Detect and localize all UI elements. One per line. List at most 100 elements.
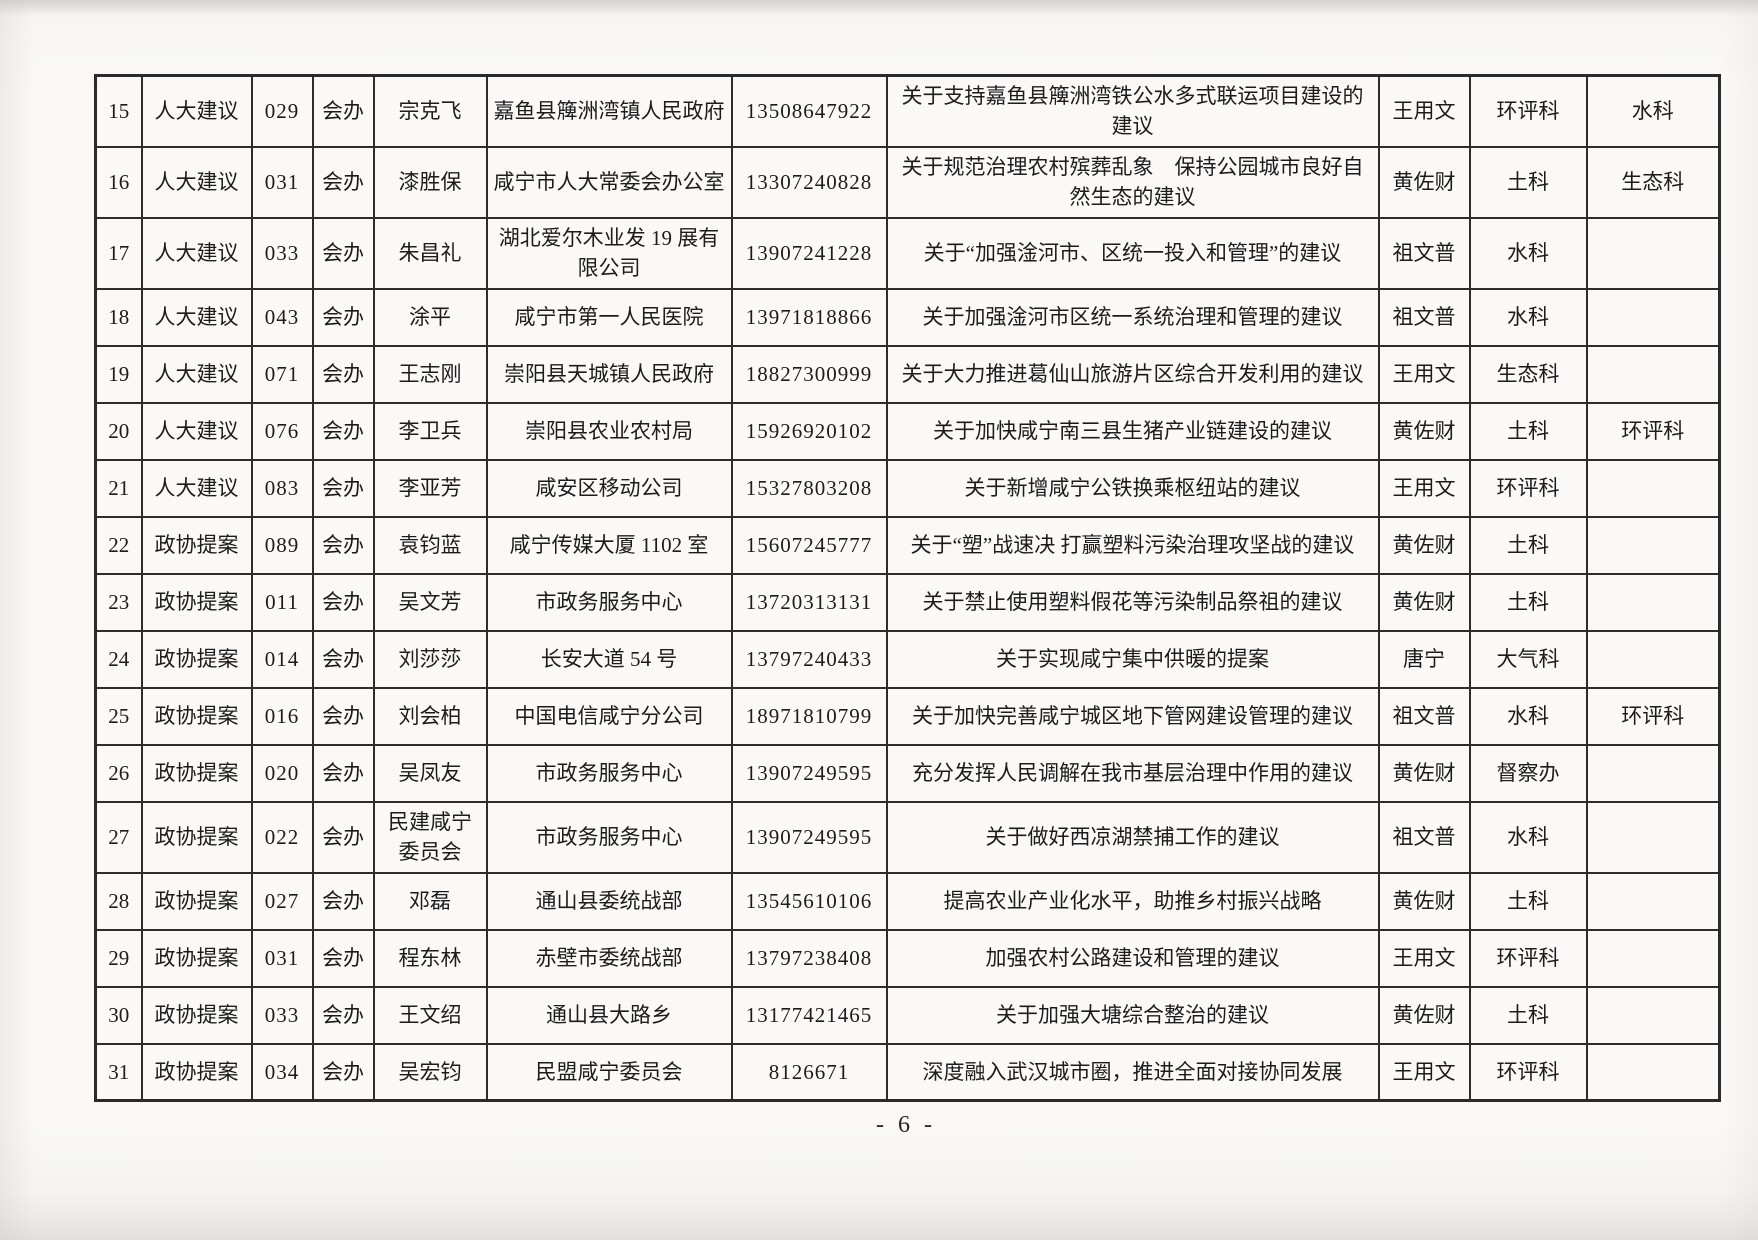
cell-org: 咸安区移动公司 (485, 458, 733, 518)
cell-role: 会办 (311, 401, 375, 461)
cell-org: 长安大道 54 号 (485, 629, 733, 689)
cell-title: 关于加强淦河市区统一系统治理和管理的建议 (885, 287, 1380, 347)
cell-name: 漆胜保 (372, 145, 488, 219)
cell-no: 21 (94, 458, 143, 518)
cell-org: 民盟咸宁委员会 (485, 1042, 733, 1102)
cell-role: 会办 (311, 458, 375, 518)
cell-type: 政协提案 (140, 1042, 253, 1102)
cell-name: 邓磊 (372, 871, 488, 931)
cell-no: 27 (94, 800, 143, 874)
cell-lead: 王用文 (1377, 458, 1471, 518)
cell-name: 王志刚 (372, 344, 488, 404)
cell-phone: 13971818866 (730, 287, 888, 347)
cell-type: 人大建议 (140, 344, 253, 404)
cell-dept2 (1585, 800, 1721, 874)
proposal-table-body: 15 人大建议 029 会办 宗克飞 嘉鱼县簰洲湾镇人民政府 13508647922 关于支持… (94, 74, 1721, 1102)
cell-code: 034 (250, 1042, 314, 1102)
cell-dept: 土科 (1468, 401, 1588, 461)
cell-type: 人大建议 (140, 287, 253, 347)
cell-code: 016 (250, 686, 314, 746)
cell-name: 宗克飞 (372, 74, 488, 148)
cell-title: 关于“塑”战速决 打赢塑料污染治理攻坚战的建议 (885, 515, 1380, 575)
cell-no: 19 (94, 344, 143, 404)
cell-name: 王文绍 (372, 985, 488, 1045)
cell-role: 会办 (311, 686, 375, 746)
cell-org: 市政务服务中心 (485, 800, 733, 874)
table-row: 20 人大建议 076 会办 李卫兵 崇阳县农业农村局 15926920102 关于加快咸宁南… (94, 401, 1721, 461)
cell-lead: 黄佐财 (1377, 985, 1471, 1045)
cell-name: 李卫兵 (372, 401, 488, 461)
cell-role: 会办 (311, 871, 375, 931)
cell-name: 朱昌礼 (372, 216, 488, 290)
cell-no: 20 (94, 401, 143, 461)
cell-lead: 祖文普 (1377, 216, 1471, 290)
cell-title: 关于实现咸宁集中供暖的提案 (885, 629, 1380, 689)
cell-lead: 黄佐财 (1377, 401, 1471, 461)
cell-name: 李亚芳 (372, 458, 488, 518)
cell-type: 人大建议 (140, 401, 253, 461)
cell-title: 加强农村公路建设和管理的建议 (885, 928, 1380, 988)
cell-role: 会办 (311, 743, 375, 803)
cell-phone: 13907249595 (730, 800, 888, 874)
cell-dept: 土科 (1468, 985, 1588, 1045)
cell-no: 16 (94, 145, 143, 219)
cell-no: 18 (94, 287, 143, 347)
cell-role: 会办 (311, 800, 375, 874)
cell-dept2 (1585, 629, 1721, 689)
cell-name: 吴宏钧 (372, 1042, 488, 1102)
cell-no: 30 (94, 985, 143, 1045)
cell-dept: 环评科 (1468, 458, 1588, 518)
cell-role: 会办 (311, 216, 375, 290)
table-row: 26 政协提案 020 会办 吴凤友 市政务服务中心 13907249595 充分发挥人民调解… (94, 743, 1721, 803)
cell-phone: 13797240433 (730, 629, 888, 689)
cell-no: 26 (94, 743, 143, 803)
cell-phone: 13545610106 (730, 871, 888, 931)
cell-dept2: 环评科 (1585, 686, 1721, 746)
cell-title: 关于新增咸宁公铁换乘枢纽站的建议 (885, 458, 1380, 518)
cell-dept: 水科 (1468, 216, 1588, 290)
cell-dept: 大气科 (1468, 629, 1588, 689)
cell-code: 027 (250, 871, 314, 931)
table-row: 21 人大建议 083 会办 李亚芳 咸安区移动公司 15327803208 关于新增咸宁公铁… (94, 458, 1721, 518)
cell-type: 人大建议 (140, 74, 253, 148)
cell-type: 人大建议 (140, 145, 253, 219)
cell-name: 刘莎莎 (372, 629, 488, 689)
cell-no: 28 (94, 871, 143, 931)
cell-role: 会办 (311, 985, 375, 1045)
cell-dept: 土科 (1468, 871, 1588, 931)
cell-role: 会办 (311, 928, 375, 988)
table-row: 22 政协提案 089 会办 袁钧蓝 咸宁传媒大厦 1102 室 15607245777 关于… (94, 515, 1721, 575)
cell-lead: 黄佐财 (1377, 743, 1471, 803)
cell-lead: 王用文 (1377, 74, 1471, 148)
cell-type: 政协提案 (140, 928, 253, 988)
table-row: 29 政协提案 031 会办 程东林 赤壁市委统战部 13797238408 加强农村公路建设… (94, 928, 1721, 988)
cell-code: 020 (250, 743, 314, 803)
cell-type: 政协提案 (140, 871, 253, 931)
cell-org: 市政务服务中心 (485, 572, 733, 632)
cell-type: 政协提案 (140, 629, 253, 689)
cell-role: 会办 (311, 74, 375, 148)
cell-org: 市政务服务中心 (485, 743, 733, 803)
cell-phone: 15607245777 (730, 515, 888, 575)
cell-phone: 13797238408 (730, 928, 888, 988)
cell-phone: 13307240828 (730, 145, 888, 219)
cell-title: 关于“加强淦河市、区统一投入和管理”的建议 (885, 216, 1380, 290)
cell-dept2 (1585, 985, 1721, 1045)
cell-dept2 (1585, 287, 1721, 347)
cell-name: 袁钧蓝 (372, 515, 488, 575)
cell-org: 咸宁市第一人民医院 (485, 287, 733, 347)
cell-title: 关于禁止使用塑料假花等污染制品祭祖的建议 (885, 572, 1380, 632)
cell-name: 涂平 (372, 287, 488, 347)
cell-org: 嘉鱼县簰洲湾镇人民政府 (485, 74, 733, 148)
table-row: 28 政协提案 027 会办 邓磊 通山县委统战部 13545610106 提高农业产业化水平… (94, 871, 1721, 931)
cell-role: 会办 (311, 287, 375, 347)
table-row: 24 政协提案 014 会办 刘莎莎 长安大道 54 号 13797240433 关于实现咸宁… (94, 629, 1721, 689)
cell-phone: 13907241228 (730, 216, 888, 290)
cell-code: 033 (250, 216, 314, 290)
cell-type: 政协提案 (140, 515, 253, 575)
cell-lead: 唐宁 (1377, 629, 1471, 689)
cell-type: 人大建议 (140, 216, 253, 290)
cell-title: 关于大力推进葛仙山旅游片区综合开发利用的建议 (885, 344, 1380, 404)
cell-no: 23 (94, 572, 143, 632)
cell-type: 政协提案 (140, 572, 253, 632)
